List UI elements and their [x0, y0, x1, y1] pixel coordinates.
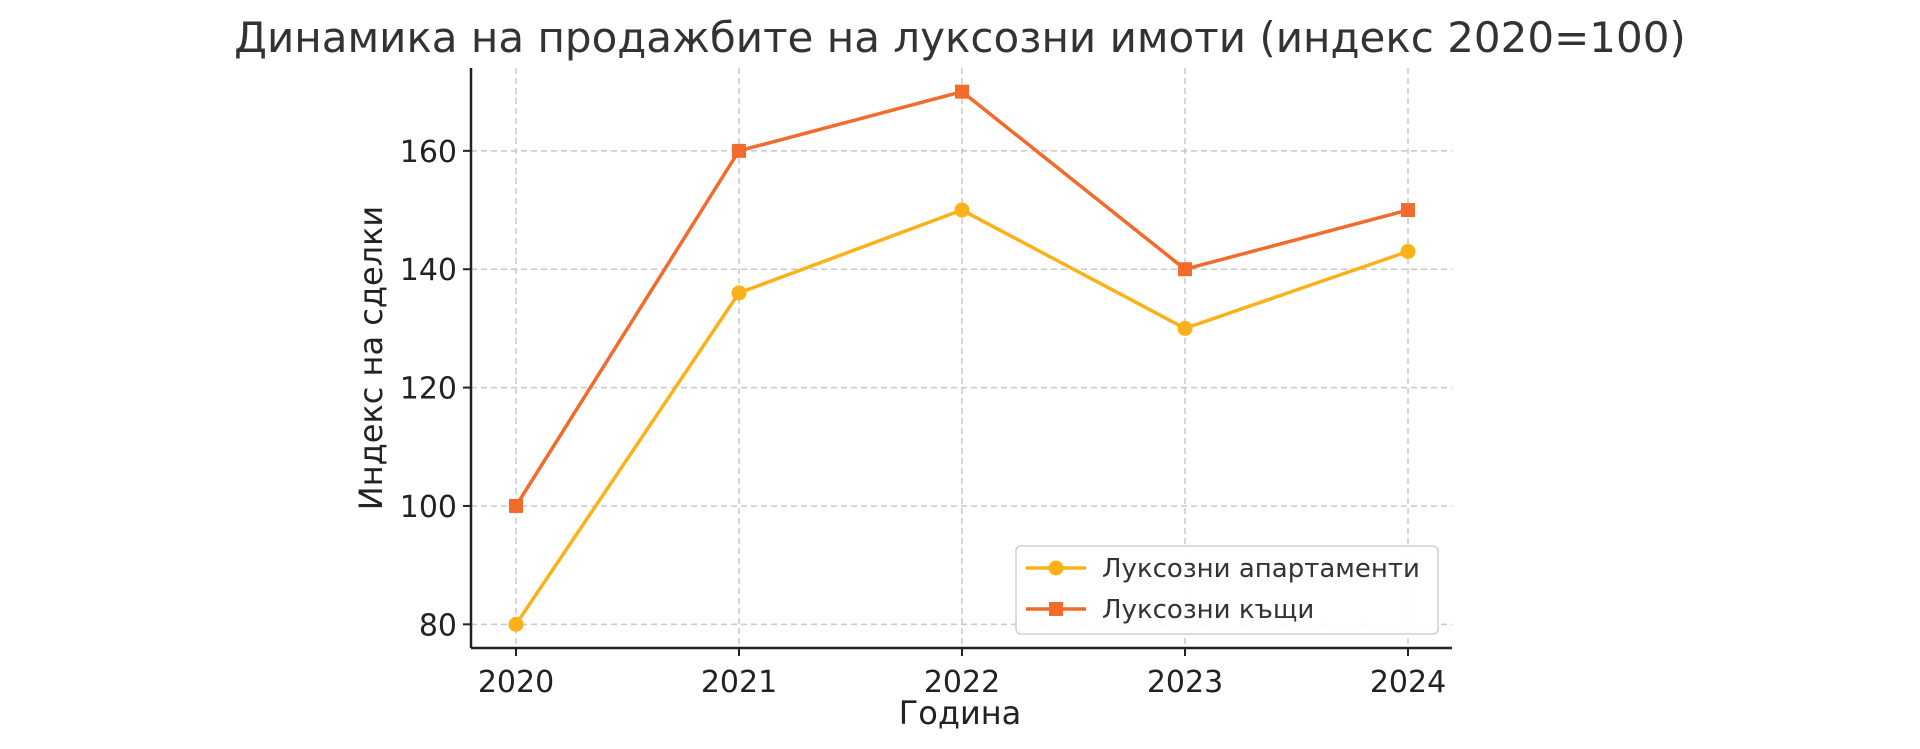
y-tick-label: 120 [400, 372, 457, 407]
x-tick-label: 2021 [701, 665, 777, 700]
x-tick-label: 2023 [1147, 665, 1223, 700]
data-point-circle [1177, 320, 1193, 336]
y-tick-label: 80 [419, 608, 457, 643]
data-point-square [1401, 203, 1415, 218]
legend-label: Луксозни апартаменти [1102, 554, 1420, 584]
data-point-square [509, 498, 523, 513]
x-tick-label: 2022 [924, 665, 1000, 700]
data-point-square [955, 84, 969, 99]
y-tick-label: 160 [400, 135, 457, 170]
data-point-circle [508, 616, 524, 632]
legend-box [1015, 545, 1439, 635]
data-point-circle [1400, 243, 1416, 259]
chart-title: Динамика на продажбите на луксозни имоти… [234, 13, 1686, 62]
ticks: 2020 2021 2022 2023 2024 80 100 120 140 160 [400, 135, 1446, 700]
x-axis-label: Година [899, 694, 1022, 732]
y-tick-label: 100 [400, 490, 457, 525]
y-tick-label: 140 [400, 253, 457, 288]
data-point-circle [954, 202, 970, 218]
data-point-square [1178, 262, 1192, 277]
legend-marker-square [1049, 602, 1063, 616]
y-axis-label: Индекс на сделки [352, 206, 390, 510]
data-point-square [732, 143, 746, 158]
x-tick-label: 2024 [1370, 665, 1446, 700]
legend-marker-circle [1048, 560, 1064, 576]
data-point-circle [731, 285, 747, 301]
legend-label: Луксозни къщи [1102, 595, 1314, 625]
legend: Луксозни апартаменти Луксозни къщи [1015, 545, 1439, 635]
series [508, 84, 1416, 632]
x-tick-label: 2020 [478, 665, 554, 700]
